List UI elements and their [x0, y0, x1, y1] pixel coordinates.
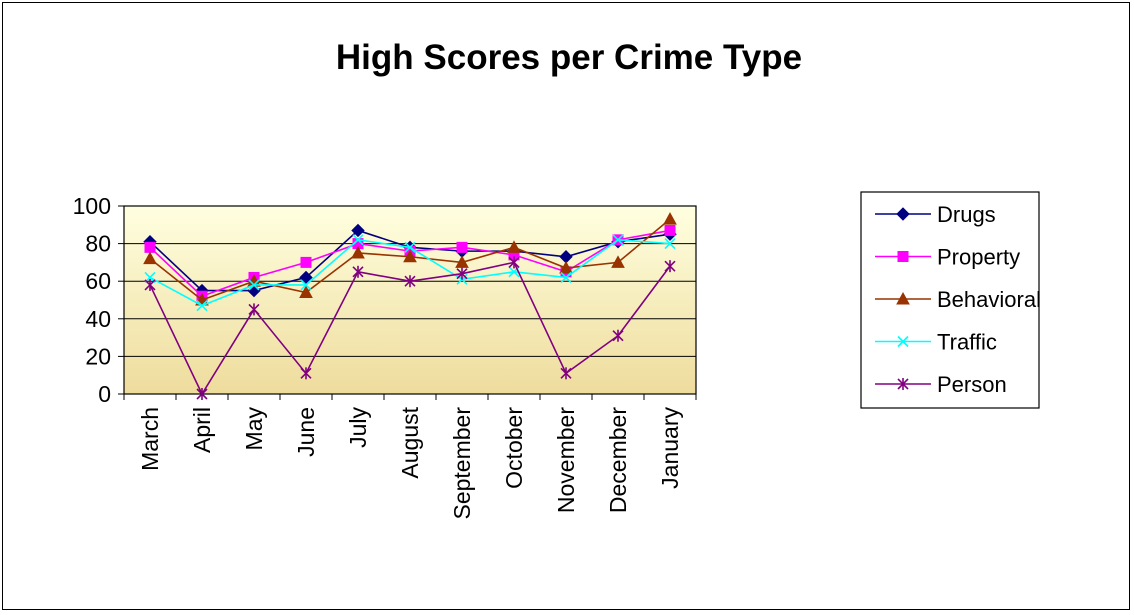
- legend-label: Traffic: [937, 330, 997, 355]
- data-point: [145, 242, 155, 252]
- data-point: [301, 257, 311, 267]
- x-tick-label: December: [605, 407, 631, 513]
- y-tick-label: 40: [85, 306, 111, 332]
- x-tick-label: April: [189, 407, 215, 453]
- x-tick-label: May: [241, 407, 267, 451]
- data-point: [457, 242, 467, 252]
- y-tick-label: 100: [73, 193, 111, 219]
- y-tick-label: 0: [98, 381, 111, 407]
- x-tick-label: August: [397, 406, 423, 478]
- x-tick-label: July: [345, 407, 371, 448]
- y-tick-label: 60: [85, 268, 111, 294]
- x-tick-label: June: [293, 407, 319, 457]
- legend-marker: [898, 252, 908, 262]
- legend-label: Person: [937, 372, 1007, 397]
- x-tick-label: October: [501, 407, 527, 489]
- legend: Drugs Property Behavioral Traffic Person: [861, 192, 1041, 408]
- legend-label: Behavioral: [937, 287, 1041, 312]
- data-point: [665, 225, 675, 235]
- x-tick-label: March: [137, 407, 163, 471]
- plot-area: 0 20 40 60 80 100 March April May June July August S…: [73, 193, 696, 520]
- chart-svg: High Scores per Crime Type 0 20 40 60 80 100 M…: [3, 3, 1129, 609]
- y-tick-label: 80: [85, 231, 111, 257]
- chart-title: High Scores per Crime Type: [336, 38, 802, 77]
- y-tick-label: 20: [85, 343, 111, 369]
- x-tick-label: November: [553, 407, 579, 513]
- plot-background: [124, 206, 696, 394]
- x-tick-label: January: [657, 407, 683, 489]
- x-tick-label: September: [449, 407, 475, 520]
- legend-label: Property: [937, 245, 1020, 270]
- legend-label: Drugs: [937, 202, 996, 227]
